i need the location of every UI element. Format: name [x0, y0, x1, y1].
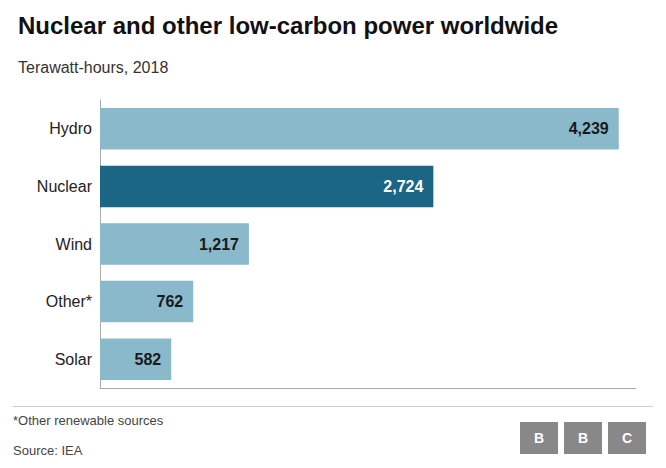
svg-text:B: B [534, 430, 544, 446]
svg-text:B: B [578, 430, 588, 446]
svg-text:Other*: Other* [46, 293, 92, 310]
svg-text:582: 582 [135, 351, 162, 368]
svg-text:Nuclear: Nuclear [37, 178, 93, 195]
svg-text:4,239: 4,239 [569, 120, 609, 137]
svg-text:Terawatt-hours, 2018: Terawatt-hours, 2018 [18, 59, 168, 76]
svg-text:Solar: Solar [55, 351, 93, 368]
svg-text:Nuclear and other low-carbon p: Nuclear and other low-carbon power world… [18, 12, 558, 39]
svg-text:2,724: 2,724 [383, 178, 423, 195]
svg-text:1,217: 1,217 [199, 236, 239, 253]
svg-text:762: 762 [157, 293, 184, 310]
svg-text:*Other renewable sources: *Other renewable sources [13, 413, 164, 428]
svg-text:Wind: Wind [56, 236, 92, 253]
svg-text:Hydro: Hydro [49, 120, 92, 137]
svg-text:C: C [622, 430, 632, 446]
svg-text:Source: IEA: Source: IEA [13, 443, 83, 458]
